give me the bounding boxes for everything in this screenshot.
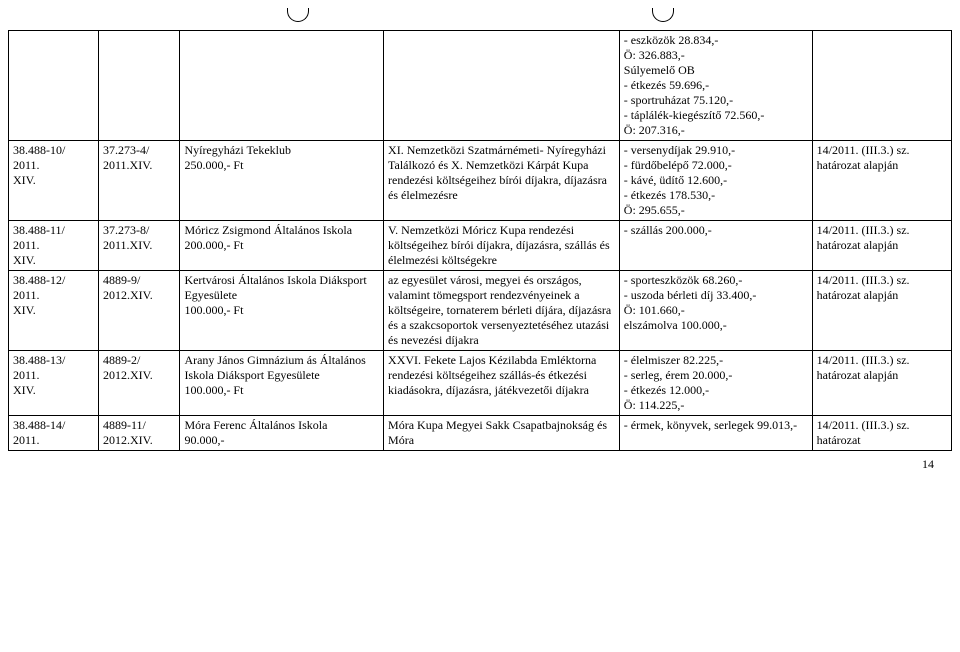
cell-col2: Móricz Zsigmond Általános Iskola 200.000… [180, 221, 384, 271]
cell-col1: 4889-11/ 2012.XIV. [99, 416, 180, 451]
cell-col2: Arany János Gimnázium ás Általános Iskol… [180, 351, 384, 416]
table-row: 38.488-11/ 2011. XIV.37.273-8/ 2011.XIV.… [9, 221, 952, 271]
cell-col4: - élelmiszer 82.225,- - serleg, érem 20.… [619, 351, 812, 416]
cell-col2: Móra Ferenc Általános Iskola 90.000,- [180, 416, 384, 451]
table-row: 38.488-14/ 2011.4889-11/ 2012.XIV.Móra F… [9, 416, 952, 451]
cell-col0: 38.488-14/ 2011. [9, 416, 99, 451]
cell-col1: 37.273-8/ 2011.XIV. [99, 221, 180, 271]
cell-col4: - versenydíjak 29.910,- - fürdőbelépő 72… [619, 141, 812, 221]
cell-col1 [99, 31, 180, 141]
table-row: - eszközök 28.834,- Ö: 326.883,- Súlyeme… [9, 31, 952, 141]
cell-col4: - sporteszközök 68.260,- - uszoda bérlet… [619, 271, 812, 351]
binder-rings [8, 8, 952, 26]
cell-col3 [384, 31, 620, 141]
cell-col0: 38.488-13/ 2011. XIV. [9, 351, 99, 416]
cell-col4: - érmek, könyvek, serlegek 99.013,- [619, 416, 812, 451]
cell-col5 [812, 31, 951, 141]
cell-col3: XI. Nemzetközi Szatmárnémeti- Nyíregyház… [384, 141, 620, 221]
table-row: 38.488-13/ 2011. XIV.4889-2/ 2012.XIV.Ar… [9, 351, 952, 416]
cell-col2 [180, 31, 384, 141]
cell-col5: 14/2011. (III.3.) sz. határozat alapján [812, 271, 951, 351]
cell-col1: 4889-9/ 2012.XIV. [99, 271, 180, 351]
cell-col0: 38.488-11/ 2011. XIV. [9, 221, 99, 271]
ring-icon [287, 8, 309, 22]
cell-col2: Nyíregyházi Tekeklub 250.000,- Ft [180, 141, 384, 221]
grants-table: - eszközök 28.834,- Ö: 326.883,- Súlyeme… [8, 30, 952, 451]
cell-col0 [9, 31, 99, 141]
cell-col4: - szállás 200.000,- [619, 221, 812, 271]
cell-col5: 14/2011. (III.3.) sz. határozat alapján [812, 221, 951, 271]
cell-col3: XXVI. Fekete Lajos Kézilabda Emléktorna … [384, 351, 620, 416]
cell-col1: 4889-2/ 2012.XIV. [99, 351, 180, 416]
cell-col2: Kertvárosi Általános Iskola Diáksport Eg… [180, 271, 384, 351]
cell-col0: 38.488-10/ 2011. XIV. [9, 141, 99, 221]
cell-col1: 37.273-4/ 2011.XIV. [99, 141, 180, 221]
cell-col5: 14/2011. (III.3.) sz. határozat alapján [812, 351, 951, 416]
cell-col3: az egyesület városi, megyei és országos,… [384, 271, 620, 351]
ring-icon [652, 8, 674, 22]
table-row: 38.488-12/ 2011. XIV.4889-9/ 2012.XIV.Ke… [9, 271, 952, 351]
cell-col5: 14/2011. (III.3.) sz. határozat alapján [812, 141, 951, 221]
page-number: 14 [8, 457, 952, 472]
cell-col5: 14/2011. (III.3.) sz. határozat [812, 416, 951, 451]
table-row: 38.488-10/ 2011. XIV.37.273-4/ 2011.XIV.… [9, 141, 952, 221]
cell-col0: 38.488-12/ 2011. XIV. [9, 271, 99, 351]
cell-col4: - eszközök 28.834,- Ö: 326.883,- Súlyeme… [619, 31, 812, 141]
cell-col3: Móra Kupa Megyei Sakk Csapatbajnokság és… [384, 416, 620, 451]
cell-col3: V. Nemzetközi Móricz Kupa rendezési költ… [384, 221, 620, 271]
